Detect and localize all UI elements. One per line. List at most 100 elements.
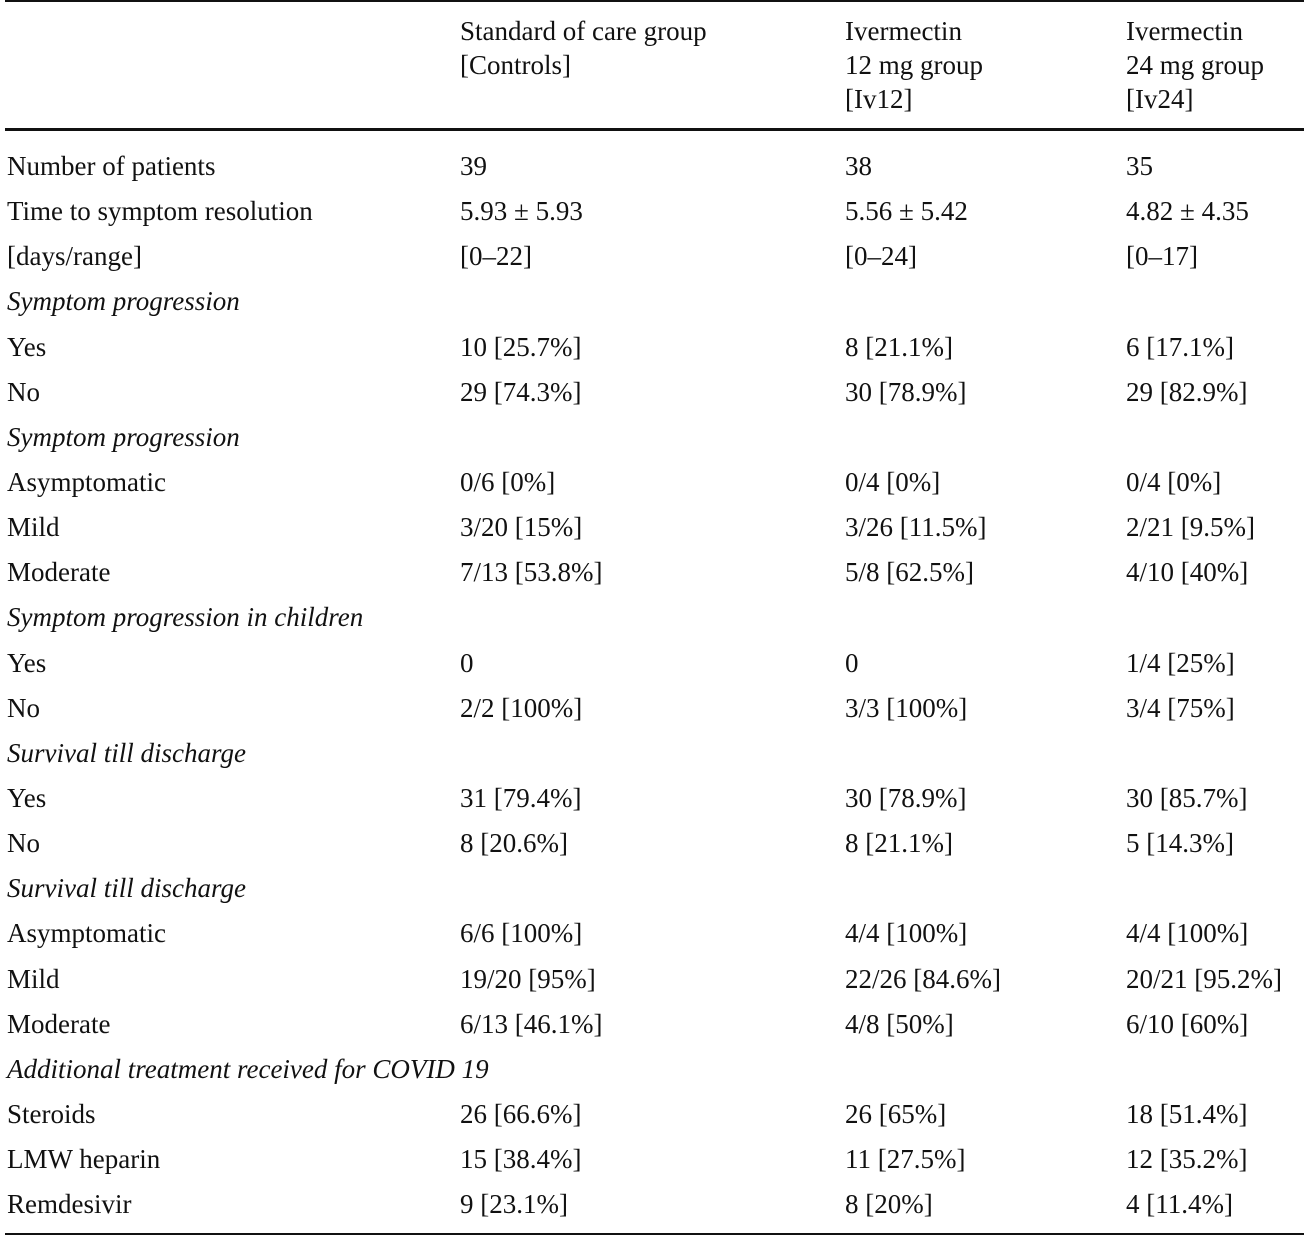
section-heading: Survival till discharge (7, 873, 246, 904)
row-label: Remdesivir (7, 1189, 132, 1220)
table-row: Mild 3/20 [15%] 3/26 [11.5%] 2/21 [9.5%] (0, 505, 1306, 550)
table-row: Yes 0 0 1/4 [25%] (0, 641, 1306, 686)
table-body: Number of patients 39 38 35 Time to symptom … (0, 144, 1306, 1227)
row-label: No (7, 692, 40, 723)
iv12-cell: 30 [78.9%] (845, 376, 967, 407)
section-heading-row: Symptom progression (0, 279, 1306, 324)
controls-cell: 9 [23.1%] (460, 1189, 568, 1220)
iv24-cell: 4.82 ± 4.35 (1126, 196, 1249, 227)
section-heading-row: Symptom progression in children (0, 595, 1306, 640)
iv24-cell: 6 [17.1%] (1126, 331, 1234, 362)
iv12-cell: 4/8 [50%] (845, 1008, 954, 1039)
controls-cell: 26 [66.6%] (460, 1098, 582, 1129)
table-row: Asymptomatic 6/6 [100%] 4/4 [100%] 4/4 [100… (0, 911, 1306, 956)
iv24-cell: 20/21 [95.2%] (1126, 963, 1282, 994)
row-label: [days/range] (7, 241, 142, 272)
section-heading-row: Additional treatment received for COVID … (0, 1047, 1306, 1092)
controls-cell: 3/20 [15%] (460, 512, 583, 543)
row-label: Yes (7, 331, 47, 362)
section-heading: Additional treatment received for COVID … (7, 1053, 489, 1084)
iv12-cell: 38 (845, 151, 872, 181)
iv12-cell: 0 (845, 647, 859, 678)
header-iv24: Ivermectin 24 mg group [Iv24] (1126, 16, 1264, 114)
iv24-cell: 4/10 [40%] (1126, 557, 1249, 588)
table-row: [days/range] [0–22] [0–24] [0–17] (0, 234, 1306, 279)
header-controls: Standard of care group [Controls] (460, 16, 707, 80)
controls-cell: 0/6 [0%] (460, 466, 556, 497)
section-heading: Symptom progression in children (7, 602, 364, 633)
table-row: Moderate 6/13 [46.1%] 4/8 [50%] 6/10 [60%] (0, 1002, 1306, 1047)
table-row: No 8 [20.6%] 8 [21.1%] 5 [14.3%] (0, 821, 1306, 866)
table-row: Yes 10 [25.7%] 8 [21.1%] 6 [17.1%] (0, 325, 1306, 370)
controls-cell: 15 [38.4%] (460, 1144, 582, 1175)
table-row: Yes 31 [79.4%] 30 [78.9%] 30 [85.7%] (0, 776, 1306, 821)
table-row: Remdesivir 9 [23.1%] 8 [20%] 4 [11.4%] (0, 1182, 1306, 1227)
iv24-cell: 0/4 [0%] (1126, 466, 1222, 497)
row-label: Asymptomatic (7, 466, 166, 497)
row-label: No (7, 376, 40, 407)
iv12-cell: 4/4 [100%] (845, 918, 968, 949)
bottom-rule (5, 1233, 1304, 1235)
iv24-cell: 30 [85.7%] (1126, 782, 1248, 813)
controls-cell: 10 [25.7%] (460, 331, 582, 362)
row-label: Moderate (7, 1008, 111, 1039)
controls-cell: 31 [79.4%] (460, 782, 582, 813)
table-row: Moderate 7/13 [53.8%] 5/8 [62.5%] 4/10 [40%… (0, 550, 1306, 595)
header-rule (5, 128, 1304, 131)
iv24-cell: 5 [14.3%] (1126, 828, 1234, 859)
iv12-cell: 22/26 [84.6%] (845, 963, 1001, 994)
section-heading: Symptom progression (7, 421, 240, 452)
controls-cell: 7/13 [53.8%] (460, 557, 603, 588)
controls-cell: 6/13 [46.1%] (460, 1008, 603, 1039)
iv12-cell: [0–24] (845, 241, 917, 272)
iv24-cell: 12 [35.2%] (1126, 1144, 1248, 1175)
iv12-cell: 3/26 [11.5%] (845, 512, 987, 543)
iv12-cell: 30 [78.9%] (845, 782, 967, 813)
iv12-cell: 11 [27.5%] (845, 1144, 966, 1175)
table-row: No 29 [74.3%] 30 [78.9%] 29 [82.9%] (0, 370, 1306, 415)
table-row: Time to symptom resolution 5.93 ± 5.93 5.5… (0, 189, 1306, 234)
row-label: Mild (7, 963, 60, 994)
iv24-cell: 18 [51.4%] (1126, 1098, 1248, 1129)
iv12-cell: 0/4 [0%] (845, 466, 941, 497)
section-heading: Survival till discharge (7, 737, 246, 768)
iv24-cell: 3/4 [75%] (1126, 692, 1235, 723)
iv12-cell: 8 [21.1%] (845, 828, 953, 859)
section-heading: Symptom progression (7, 286, 240, 317)
section-heading-row: Survival till discharge (0, 866, 1306, 911)
table-row: Asymptomatic 0/6 [0%] 0/4 [0%] 0/4 [0%] (0, 460, 1306, 505)
table-row: No 2/2 [100%] 3/3 [100%] 3/4 [75%] (0, 686, 1306, 731)
controls-cell: 6/6 [100%] (460, 918, 583, 949)
iv12-cell: 5/8 [62.5%] (845, 557, 974, 588)
top-rule (5, 0, 1304, 2)
row-label: Time to symptom resolution (7, 196, 313, 227)
row-label: Asymptomatic (7, 918, 166, 949)
table-row: Steroids 26 [66.6%] 26 [65%] 18 [51.4%] (0, 1092, 1306, 1137)
controls-cell: 2/2 [100%] (460, 692, 583, 723)
iv24-cell: 29 [82.9%] (1126, 376, 1248, 407)
iv12-cell: 5.56 ± 5.42 (845, 196, 968, 227)
iv24-cell: 4/4 [100%] (1126, 918, 1249, 949)
row-label: No (7, 828, 40, 859)
table-row: LMW heparin 15 [38.4%] 11 [27.5%] 12 [35.2%… (0, 1137, 1306, 1182)
row-label: Moderate (7, 557, 111, 588)
table-row: Mild 19/20 [95%] 22/26 [84.6%] 20/21 [95.2%… (0, 957, 1306, 1002)
iv12-cell: 8 [20%] (845, 1189, 933, 1220)
controls-cell: 19/20 [95%] (460, 963, 596, 994)
iv12-cell: 3/3 [100%] (845, 692, 968, 723)
iv12-cell: 26 [65%] (845, 1098, 947, 1129)
controls-cell: 5.93 ± 5.93 (460, 196, 583, 227)
controls-cell: 0 (460, 647, 474, 678)
iv12-cell: 8 [21.1%] (845, 331, 953, 362)
section-heading-row: Symptom progression (0, 415, 1306, 460)
iv24-cell: 1/4 [25%] (1126, 647, 1235, 678)
section-heading-row: Survival till discharge (0, 731, 1306, 776)
header-iv12: Ivermectin 12 mg group [Iv12] (845, 16, 983, 114)
controls-cell: [0–22] (460, 241, 532, 272)
row-label: Yes (7, 782, 47, 813)
iv24-cell: 35 (1126, 151, 1153, 181)
iv24-cell: [0–17] (1126, 241, 1198, 272)
iv24-cell: 4 [11.4%] (1126, 1189, 1233, 1220)
controls-cell: 39 (460, 151, 487, 181)
iv24-cell: 2/21 [9.5%] (1126, 512, 1255, 543)
